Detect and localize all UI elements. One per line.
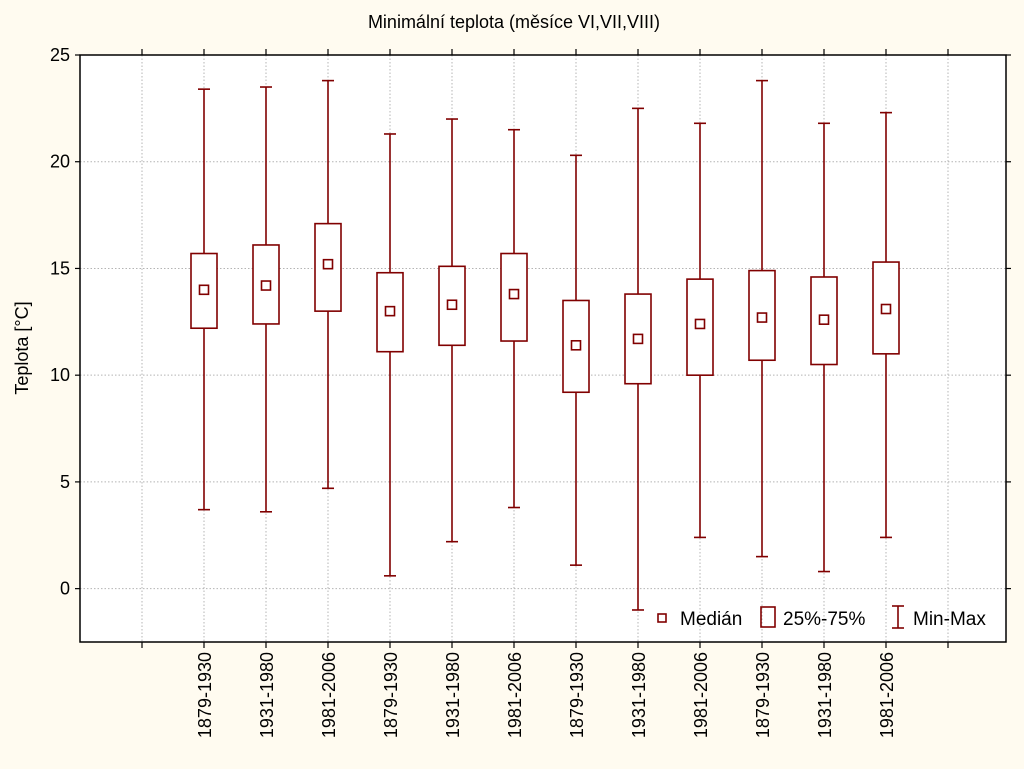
box-plot-item [872, 111, 900, 539]
quartile-box [500, 252, 528, 342]
box-plot-item [252, 86, 280, 513]
box-plot-item [810, 122, 838, 573]
median-marker [322, 258, 334, 270]
y-tick-label: 15 [50, 258, 70, 278]
box-series [190, 79, 900, 611]
quartile-box [624, 293, 652, 385]
box-plot-item [686, 122, 714, 539]
quartile-box [252, 244, 280, 325]
x-tick-label: 1981-2006 [319, 652, 339, 738]
quartile-box [872, 261, 900, 355]
quartile-box [748, 269, 776, 362]
quartile-box [438, 265, 466, 347]
y-tick-label: 25 [50, 45, 70, 65]
quartile-box [562, 299, 590, 394]
median-marker [384, 305, 396, 317]
legend: Medián 25%-75% Min-Max [657, 605, 986, 630]
quartile-box [810, 276, 838, 366]
legend-whisker-label: Min-Max [913, 609, 986, 630]
x-tick-label: 1879-1930 [753, 652, 773, 738]
median-marker [818, 314, 830, 325]
y-axis-label: Teplota [°C] [12, 301, 32, 394]
quartile-box [190, 252, 218, 330]
x-tick-label: 1981-2006 [505, 652, 525, 738]
median-marker [198, 284, 210, 296]
median-marker [632, 333, 644, 345]
box-plot-item [438, 118, 466, 543]
median-marker [694, 318, 706, 330]
box-plot-item [748, 79, 776, 558]
box-plot-item [500, 128, 528, 509]
legend-box-label: 25%-75% [783, 609, 865, 630]
x-tick-label: 1879-1930 [381, 652, 401, 738]
y-tick-label: 5 [60, 472, 70, 492]
median-marker [260, 280, 272, 291]
quartile-box [376, 271, 404, 353]
box-plot-item [190, 88, 218, 511]
median-marker [508, 288, 520, 300]
legend-median-label: Medián [680, 609, 742, 630]
grid-lines [80, 55, 1006, 642]
x-tick-label: 1879-1930 [567, 652, 587, 738]
box-plot-item [314, 79, 342, 490]
y-tick-label: 10 [50, 365, 70, 385]
legend-box-symbol [760, 606, 776, 628]
median-marker [446, 299, 458, 311]
y-tick-label: 0 [60, 579, 70, 599]
median-marker [880, 303, 892, 315]
axes: 0 5 10 15 20 25 1879-1930 1931-1980 1981-2006 187… [50, 45, 1011, 738]
x-tick-label: 1931-1980 [815, 652, 835, 738]
quartile-box [686, 278, 714, 376]
y-tick-label: 20 [50, 152, 70, 172]
plot-frame [79, 54, 1007, 643]
chart-title: Minimální teplota (měsíce VI,VII,VIII) [368, 12, 660, 32]
x-tick-label: 1931-1980 [257, 652, 277, 738]
median-marker [570, 339, 582, 351]
x-tick-label: 1931-1980 [443, 652, 463, 738]
quartile-box [314, 222, 342, 312]
legend-whisker-symbol [892, 605, 904, 629]
x-tick-label: 1879-1930 [195, 652, 215, 738]
box-plot-item [562, 154, 590, 566]
box-plot-item [624, 107, 652, 611]
x-tick-label: 1981-2006 [691, 652, 711, 738]
x-tick-label: 1931-1980 [629, 652, 649, 738]
plot-area [80, 55, 1006, 642]
x-tick-label: 1981-2006 [877, 652, 897, 738]
legend-median-symbol [657, 613, 667, 623]
box-plot-item [376, 133, 404, 577]
median-marker [756, 312, 768, 323]
